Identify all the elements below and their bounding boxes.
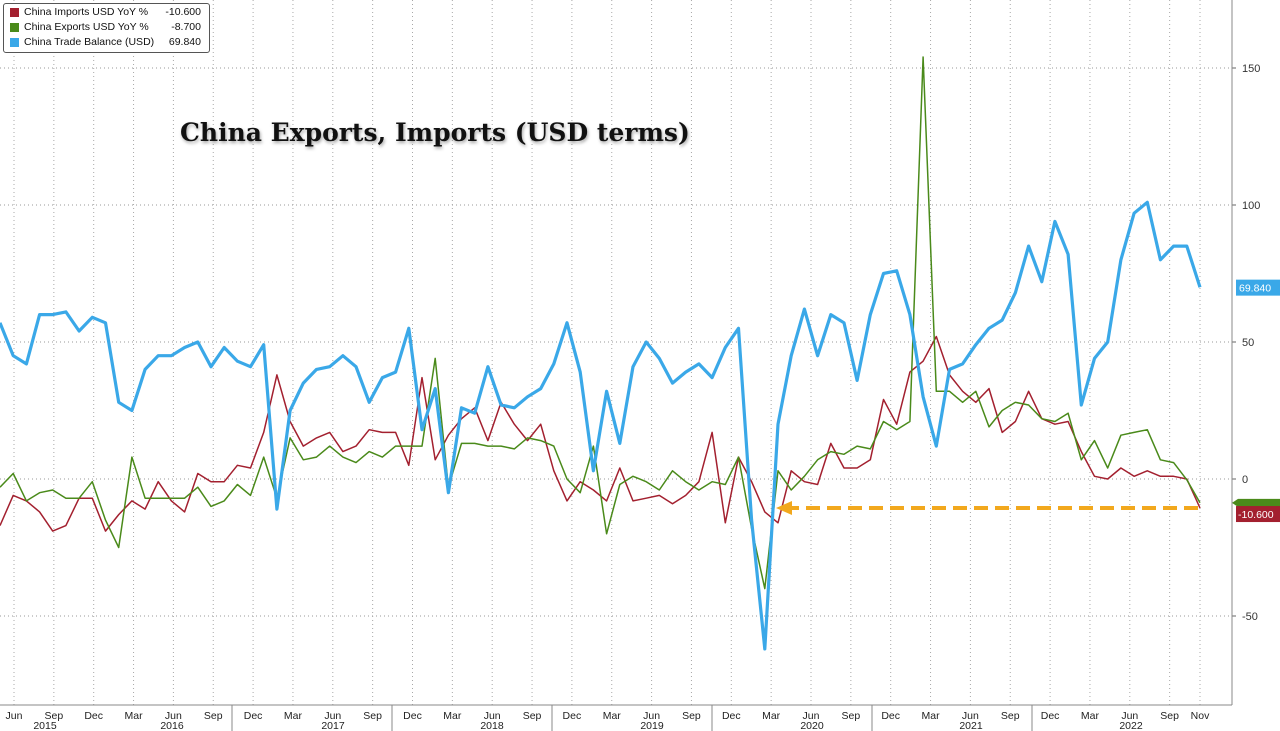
x-tick-label: Jun bbox=[484, 710, 501, 722]
x-tick-label: Jun bbox=[643, 710, 660, 722]
x-year-label: 2018 bbox=[480, 720, 504, 731]
x-tick-label: Jun bbox=[803, 710, 820, 722]
legend-swatch-trade-balance bbox=[10, 38, 19, 47]
legend-value-trade-balance: 69.840 bbox=[168, 36, 201, 48]
series-line bbox=[0, 200, 1202, 651]
y-tick-label: 100 bbox=[1242, 200, 1260, 212]
x-year-label: 2015 bbox=[33, 720, 57, 731]
x-tick-label: Mar bbox=[1081, 710, 1100, 722]
x-tick-label: Dec bbox=[722, 710, 741, 722]
x-tick-label: Jun bbox=[962, 710, 979, 722]
y-tick-label: 0 bbox=[1242, 474, 1248, 486]
x-year-label: 2020 bbox=[800, 720, 824, 731]
x-tick-label: Dec bbox=[84, 710, 103, 722]
x-tick-label: Dec bbox=[403, 710, 422, 722]
x-tick-label: Nov bbox=[1191, 710, 1210, 722]
x-tick-label: Mar bbox=[284, 710, 303, 722]
imports-value-tag bbox=[1236, 506, 1280, 523]
x-tick-label: Sep bbox=[523, 710, 542, 722]
legend-value-imports: -10.600 bbox=[165, 6, 201, 18]
x-tick-label: Dec bbox=[563, 710, 582, 722]
legend-item-exports: China Exports USD YoY % -8.700 bbox=[4, 20, 209, 35]
legend-item-trade-balance: China Trade Balance (USD) 69.840 bbox=[4, 35, 209, 50]
x-tick-label: Sep bbox=[682, 710, 701, 722]
series-line bbox=[0, 56, 1201, 590]
legend-value-exports: -8.700 bbox=[171, 21, 201, 33]
x-tick-label: Sep bbox=[1001, 710, 1020, 722]
x-tick-label: Sep bbox=[204, 710, 223, 722]
x-tick-label: Sep bbox=[1160, 710, 1179, 722]
x-year-label: 2022 bbox=[1119, 720, 1143, 731]
series-line bbox=[0, 335, 1201, 532]
exports-value-tag bbox=[1232, 498, 1280, 507]
x-tick-label: Dec bbox=[1041, 710, 1060, 722]
x-tick-label: Dec bbox=[244, 710, 263, 722]
annotation-arrowhead bbox=[776, 501, 792, 516]
x-tick-label: Sep bbox=[45, 710, 64, 722]
x-tick-label: Mar bbox=[762, 710, 781, 722]
legend-label-trade-balance: China Trade Balance (USD) bbox=[24, 36, 155, 48]
legend: China Imports USD YoY % -10.600 China Ex… bbox=[3, 3, 210, 53]
x-tick-label: Jun bbox=[1121, 710, 1138, 722]
legend-swatch-exports bbox=[10, 23, 19, 32]
x-tick-label: Jun bbox=[165, 710, 182, 722]
x-tick-label: Dec bbox=[881, 710, 900, 722]
x-tick-label: Mar bbox=[443, 710, 462, 722]
y-tick-label: 50 bbox=[1242, 337, 1254, 349]
legend-item-imports: China Imports USD YoY % -10.600 bbox=[4, 5, 209, 20]
legend-label-exports: China Exports USD YoY % bbox=[24, 21, 149, 33]
imports-value-label: -10.600 bbox=[1238, 509, 1274, 521]
x-tick-label: Sep bbox=[363, 710, 382, 722]
y-tick-label: -50 bbox=[1242, 611, 1258, 623]
x-year-label: 2017 bbox=[321, 720, 345, 731]
trade-balance-value-tag bbox=[1236, 279, 1280, 296]
x-tick-label: Mar bbox=[603, 710, 622, 722]
chart-title: China Exports, Imports (USD terms) bbox=[180, 118, 690, 147]
y-tick-label: 150 bbox=[1242, 63, 1260, 75]
legend-label-imports: China Imports USD YoY % bbox=[24, 6, 149, 18]
x-tick-label: Jun bbox=[324, 710, 341, 722]
x-year-label: 2016 bbox=[160, 720, 184, 731]
x-tick-label: Sep bbox=[842, 710, 861, 722]
x-tick-label: Mar bbox=[125, 710, 144, 722]
legend-swatch-imports bbox=[10, 8, 19, 17]
x-tick-label: Mar bbox=[922, 710, 941, 722]
x-year-label: 2021 bbox=[959, 720, 983, 731]
trade-balance-value-label: 69.840 bbox=[1239, 283, 1271, 295]
x-tick-label: Jun bbox=[6, 710, 23, 722]
x-year-label: 2019 bbox=[640, 720, 664, 731]
